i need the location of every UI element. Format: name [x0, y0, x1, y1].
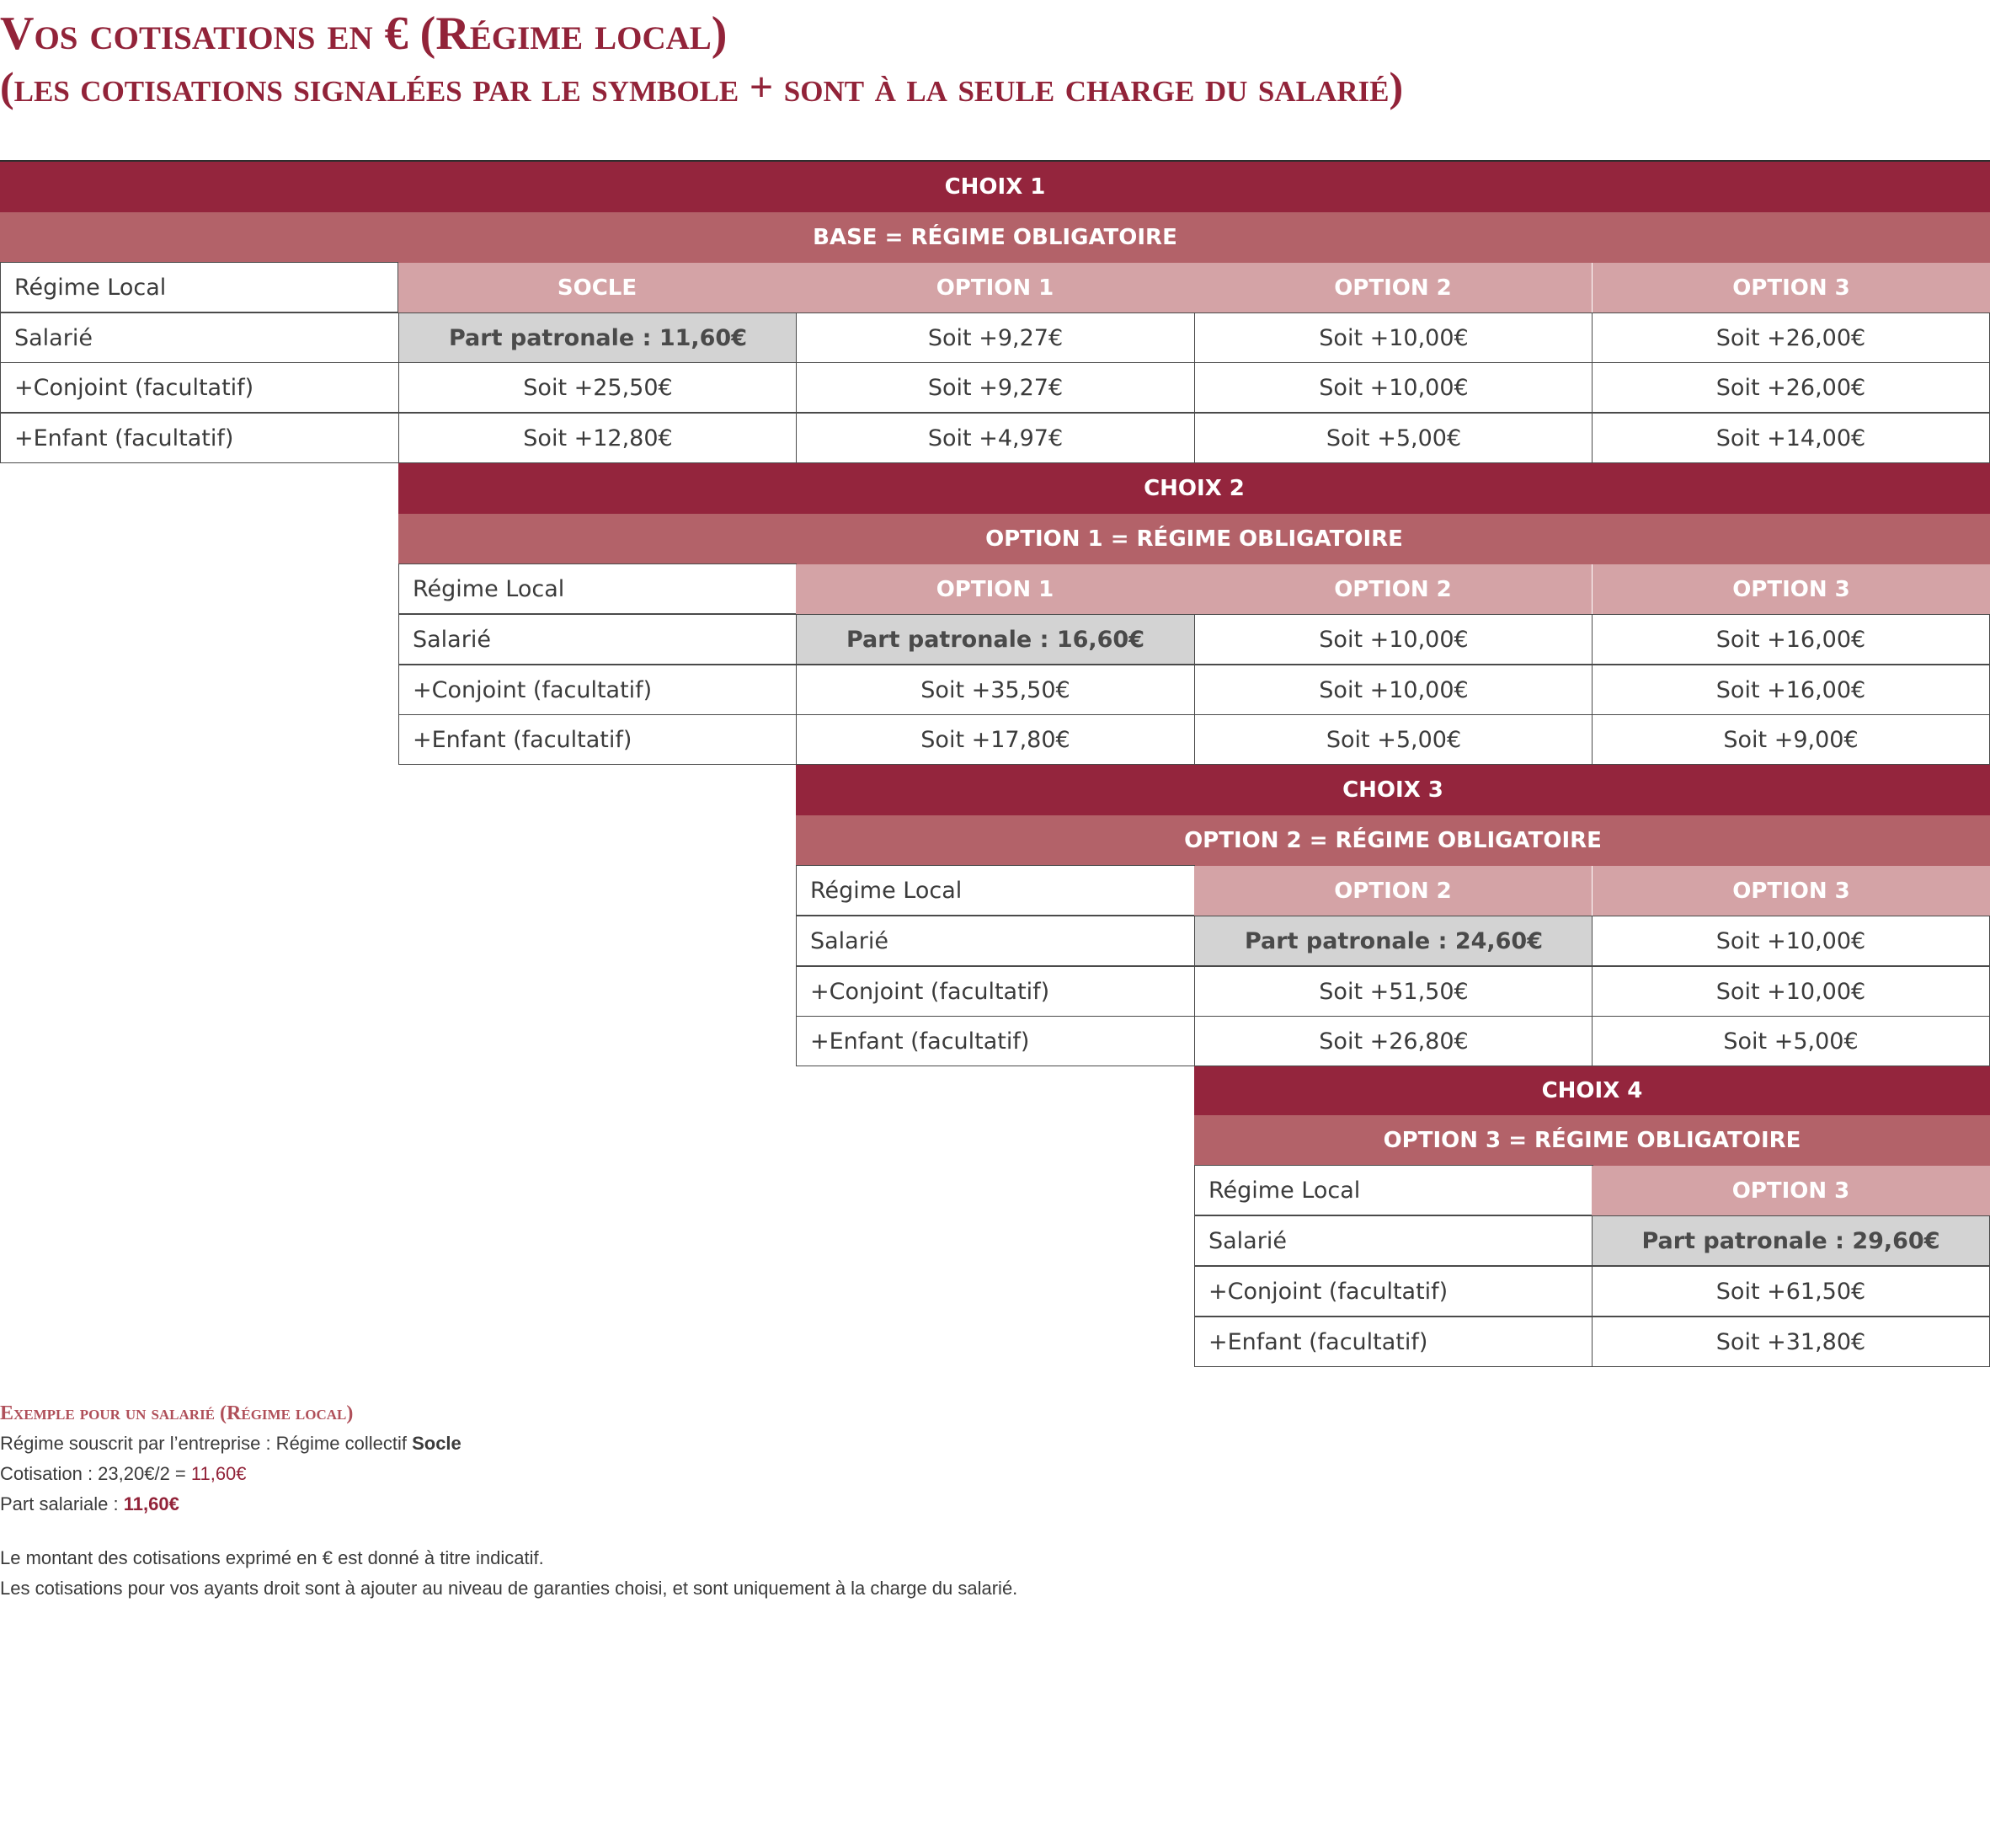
choix1-enfant-socle: Soit +12,80€: [398, 413, 798, 463]
choix1-enfant-option2: Soit +5,00€: [1194, 413, 1593, 463]
choix3-conjoint-option3: Soit +10,00€: [1592, 966, 1990, 1017]
choix3-enfant-option2: Soit +26,80€: [1194, 1016, 1593, 1066]
choix2-col-option2: OPTION 2: [1194, 564, 1592, 615]
page-title: Vos cotisations en € (Régime local): [0, 8, 728, 60]
choix1-enfant-option1: Soit +4,97€: [796, 413, 1195, 463]
example-part-value: 11,60€: [123, 1493, 179, 1514]
choix4-salarie-option3: Part patronale : 29,60€: [1592, 1215, 1990, 1266]
choix1-col-option1: OPTION 1: [796, 263, 1194, 313]
choix2-enfant-option3: Soit +9,00€: [1592, 714, 1990, 765]
example-regime-value: Socle: [412, 1433, 461, 1454]
choix3-label-enfant: +Enfant (facultatif): [796, 1016, 1195, 1066]
choix1-conjoint-socle: Soit +25,50€: [398, 362, 798, 413]
example-part-line: Part salariale : 11,60€: [0, 1493, 179, 1515]
choix1-conjoint-option2: Soit +10,00€: [1194, 362, 1593, 413]
choix4-title: CHOIX 4: [1194, 1066, 1990, 1115]
choix2-title: CHOIX 2: [398, 463, 1990, 514]
page-subtitle: (les cotisations signalées par le symbol…: [0, 63, 1404, 110]
choix2-label-salarie: Salarié: [398, 614, 798, 665]
choix4-label-enfant: +Enfant (facultatif): [1194, 1317, 1593, 1367]
choix3-salarie-option2: Part patronale : 24,60€: [1194, 916, 1593, 966]
choix2-col-option3: OPTION 3: [1592, 564, 1990, 615]
choix2-salarie-option2: Soit +10,00€: [1194, 614, 1593, 665]
choix1-label-regime: Régime Local: [0, 262, 398, 312]
table-top-rule: [0, 160, 1990, 162]
choix1-salarie-socle: Part patronale : 11,60€: [398, 312, 798, 363]
choix1-salarie-option1: Soit +9,27€: [796, 312, 1195, 363]
choix2-base: OPTION 1 = RÉGIME OBLIGATOIRE: [398, 514, 1990, 564]
choix3-conjoint-option2: Soit +51,50€: [1194, 966, 1593, 1017]
example-cotisation-value: 11,60€: [190, 1463, 247, 1484]
example-cotisation-line: Cotisation : 23,20€/2 = 11,60€: [0, 1463, 247, 1485]
choix1-col-socle: SOCLE: [398, 263, 796, 313]
footnote-indicatif: Le montant des cotisations exprimé en € …: [0, 1547, 544, 1568]
choix2-conjoint-option3: Soit +16,00€: [1592, 665, 1990, 715]
choix4-base: OPTION 3 = RÉGIME OBLIGATOIRE: [1194, 1115, 1990, 1166]
choix1-col-option3: OPTION 3: [1592, 263, 1990, 313]
choix4-label-conjoint: +Conjoint (facultatif): [1194, 1266, 1593, 1317]
choix3-label-salarie: Salarié: [796, 916, 1195, 966]
choix2-enfant-option1: Soit +17,80€: [796, 714, 1195, 765]
choix1-enfant-option3: Soit +14,00€: [1592, 413, 1990, 463]
choix3-base: OPTION 2 = RÉGIME OBLIGATOIRE: [796, 815, 1990, 866]
example-part-prefix: Part salariale :: [0, 1493, 124, 1514]
choix2-conjoint-option1: Soit +35,50€: [796, 665, 1195, 715]
choix2-conjoint-option2: Soit +10,00€: [1194, 665, 1593, 715]
example-regime-line: Régime souscrit par l’entreprise : Régim…: [0, 1433, 461, 1455]
example-cotisation-prefix: Cotisation : 23,20€/2 =: [0, 1463, 191, 1484]
choix2-label-conjoint: +Conjoint (facultatif): [398, 665, 798, 715]
choix3-salarie-option3: Soit +10,00€: [1592, 916, 1990, 966]
choix1-title: CHOIX 1: [0, 162, 1990, 212]
choix1-col-option2: OPTION 2: [1194, 263, 1592, 313]
choix4-conjoint-option3: Soit +61,50€: [1592, 1266, 1990, 1317]
choix3-col-option3: OPTION 3: [1592, 866, 1990, 916]
choix1-salarie-option2: Soit +10,00€: [1194, 312, 1593, 363]
choix3-enfant-option3: Soit +5,00€: [1592, 1016, 1990, 1066]
choix2-label-regime: Régime Local: [398, 563, 797, 614]
choix3-label-conjoint: +Conjoint (facultatif): [796, 966, 1195, 1017]
choix3-col-option2: OPTION 2: [1194, 866, 1592, 916]
choix2-label-enfant: +Enfant (facultatif): [398, 714, 798, 765]
choix2-col-option1: OPTION 1: [796, 564, 1194, 615]
choix2-salarie-option3: Soit +16,00€: [1592, 614, 1990, 665]
choix2-salarie-option1: Part patronale : 16,60€: [796, 614, 1195, 665]
footnote-ayants-droit: Les cotisations pour vos ayants droit so…: [0, 1578, 1018, 1599]
choix1-label-conjoint: +Conjoint (facultatif): [0, 362, 399, 413]
choix1-conjoint-option3: Soit +26,00€: [1592, 362, 1990, 413]
choix1-base: BASE = RÉGIME OBLIGATOIRE: [0, 212, 1990, 263]
choix3-title: CHOIX 3: [796, 765, 1990, 815]
choix1-label-enfant: +Enfant (facultatif): [0, 413, 399, 463]
choix4-label-salarie: Salarié: [1194, 1215, 1593, 1266]
choix1-salarie-option3: Soit +26,00€: [1592, 312, 1990, 363]
choix4-col-option3: OPTION 3: [1592, 1166, 1990, 1216]
choix4-label-regime: Régime Local: [1194, 1165, 1593, 1215]
choix3-label-regime: Régime Local: [796, 865, 1195, 916]
choix1-label-salarie: Salarié: [0, 312, 399, 363]
choix4-enfant-option3: Soit +31,80€: [1592, 1317, 1990, 1367]
choix1-conjoint-option1: Soit +9,27€: [796, 362, 1195, 413]
example-title: Exemple pour un salarié (Régime local): [0, 1402, 354, 1424]
choix2-enfant-option2: Soit +5,00€: [1194, 714, 1593, 765]
example-regime-prefix: Régime souscrit par l’entreprise : Régim…: [0, 1433, 413, 1454]
